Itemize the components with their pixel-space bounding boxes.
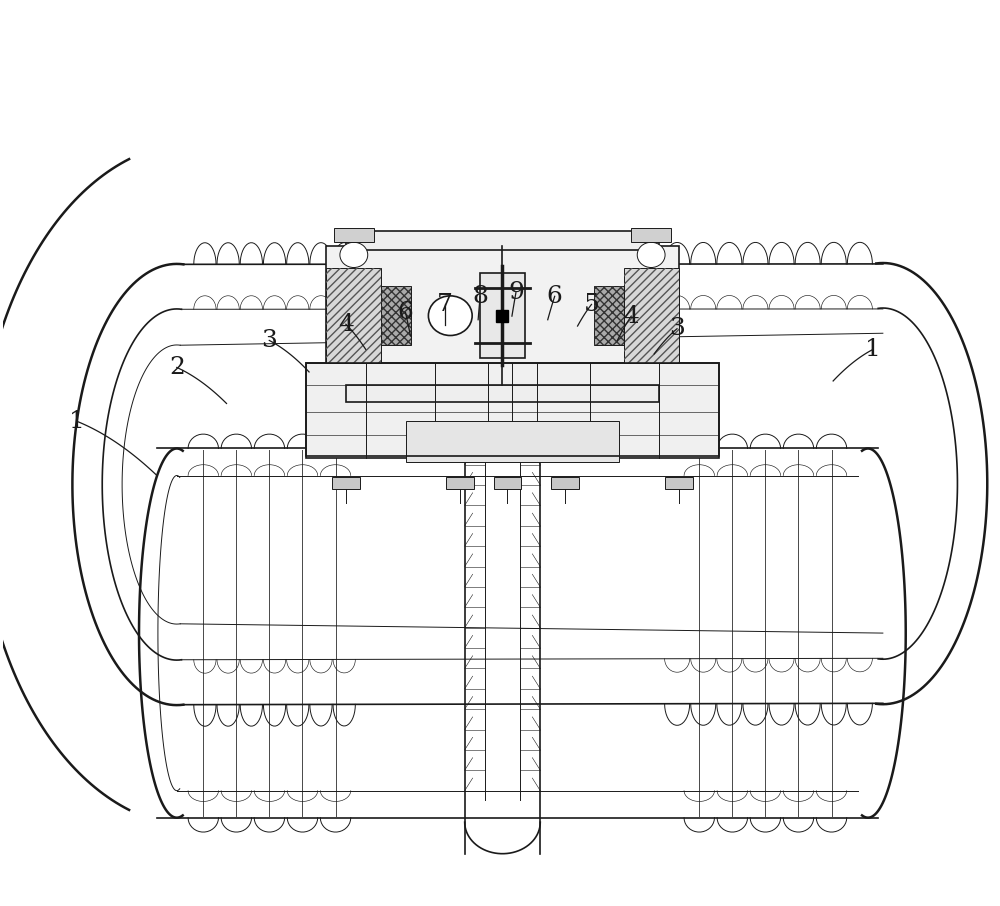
Text: 5: 5 — [584, 293, 599, 316]
Text: 6: 6 — [547, 284, 563, 308]
Bar — [346, 231, 659, 250]
Text: 1: 1 — [865, 338, 881, 361]
Bar — [624, 268, 679, 363]
Text: 7: 7 — [437, 293, 453, 316]
Text: 4: 4 — [338, 313, 354, 336]
Bar — [631, 228, 671, 242]
Text: 4: 4 — [623, 304, 639, 328]
Bar — [381, 286, 411, 345]
Text: 2: 2 — [169, 356, 185, 379]
Text: 3: 3 — [261, 329, 277, 352]
Text: 9: 9 — [508, 281, 524, 304]
Bar — [306, 363, 719, 458]
Text: 1: 1 — [69, 410, 85, 433]
Bar — [326, 268, 381, 363]
Bar — [381, 286, 411, 345]
Bar — [594, 286, 624, 345]
Bar — [624, 268, 679, 363]
Bar — [346, 385, 659, 401]
Bar — [494, 477, 521, 489]
Bar — [334, 228, 374, 242]
Text: 6: 6 — [398, 301, 413, 324]
Bar — [665, 477, 693, 489]
Bar — [446, 477, 474, 489]
Circle shape — [637, 242, 665, 267]
Circle shape — [340, 242, 368, 267]
FancyBboxPatch shape — [326, 246, 679, 385]
Bar — [326, 268, 381, 363]
Bar — [306, 363, 719, 456]
Bar — [332, 477, 360, 489]
Circle shape — [428, 296, 472, 335]
Bar — [406, 421, 619, 462]
Text: 8: 8 — [472, 284, 488, 308]
Text: 3: 3 — [669, 317, 685, 341]
Bar — [551, 477, 579, 489]
Bar — [594, 286, 624, 345]
Bar — [480, 273, 525, 359]
